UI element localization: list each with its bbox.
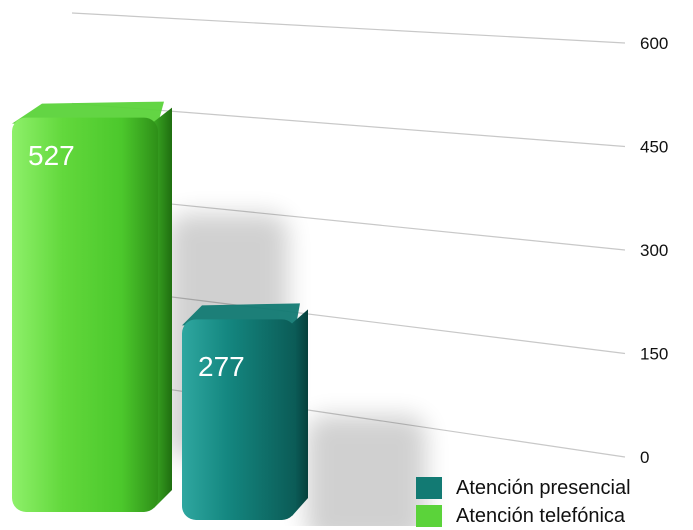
bars [12,101,308,520]
legend-swatch-telefonica [416,505,442,527]
bar-atencion-presencial [182,319,296,520]
bar-atencion-telefonica [12,117,158,512]
legend-item-telefonica: Atención telefónica [416,502,631,530]
bar-shadow [306,415,426,526]
y-tick-label: 600 [640,34,668,53]
gridline-450 [71,102,626,148]
legend-item-presencial: Atención presencial [416,474,631,502]
y-tick-label: 450 [640,138,668,157]
data-label: 277 [198,351,245,382]
data-label: 527 [28,140,75,171]
gridline-600 [71,12,626,44]
bar-side-face [154,107,172,508]
legend-label-telefonica: Atención telefónica [456,504,626,527]
data-labels: 527 277 [28,140,245,382]
y-tick-label: 0 [640,448,649,467]
legend-swatch-presencial [416,477,442,499]
legend: Atención presencial Atención telefónica [416,474,631,530]
y-tick-label: 150 [640,345,668,364]
legend-label-presencial: Atención presencial [456,476,631,499]
y-tick-label: 300 [640,241,668,260]
